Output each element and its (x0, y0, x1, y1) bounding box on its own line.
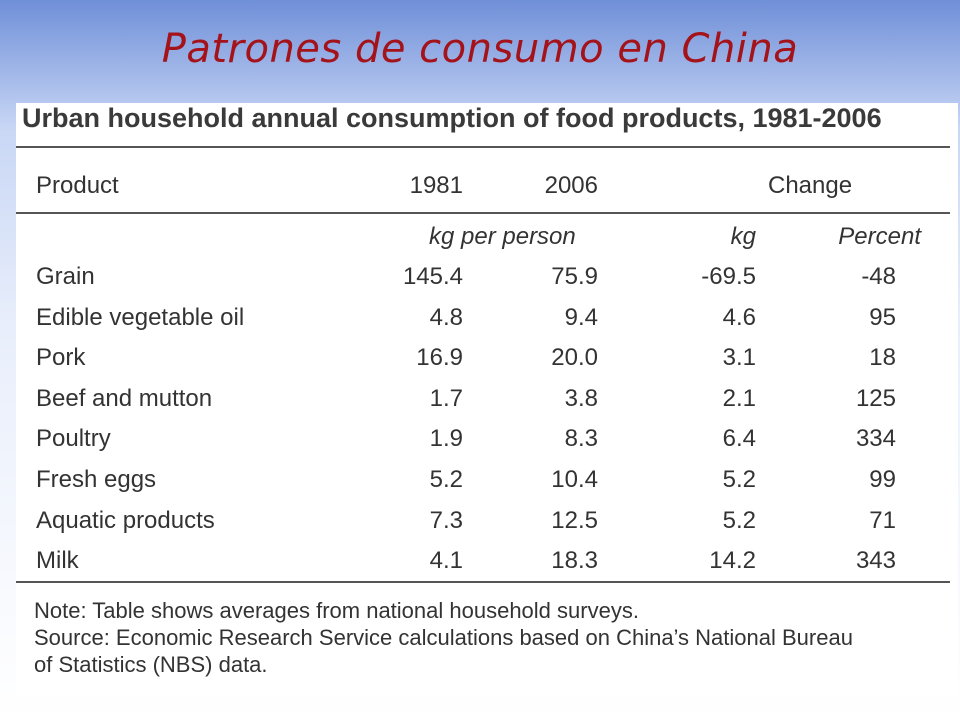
cell-2006: 10.4 (551, 466, 598, 493)
cell-product: Pork (36, 344, 86, 372)
cell-change-percent: 95 (869, 303, 896, 331)
cell-change-percent: 334 (855, 425, 896, 453)
table-card: Urban household annual consumption of fo… (16, 103, 958, 695)
cell-change-percent: -48 (861, 263, 896, 290)
header-change: Change (768, 172, 853, 199)
cell-2006: 9.4 (564, 303, 598, 331)
header-rule (16, 212, 950, 214)
cell-2006: 75.9 (551, 263, 598, 290)
cell-change-kg: 5.2 (722, 466, 756, 493)
cell-change-percent: 18 (869, 344, 896, 372)
cell-2006: 8.3 (564, 425, 598, 453)
cell-change-kg: 6.4 (722, 425, 756, 453)
cell-1981: 4.8 (429, 303, 463, 331)
table-notes: Note: Table shows averages from national… (34, 597, 934, 678)
cell-1981: 4.1 (429, 547, 463, 575)
source-line: Source: Economic Research Service calcul… (34, 625, 853, 650)
cell-product: Milk (36, 547, 79, 575)
subheader-percent: Percent (838, 223, 921, 250)
cell-change-kg: 2.1 (722, 384, 756, 412)
cell-change-percent: 99 (869, 466, 896, 493)
table-title: Urban household annual consumption of fo… (22, 103, 882, 133)
header-1981: 1981 (409, 172, 463, 199)
note-line: Note: Table shows averages from national… (34, 598, 639, 623)
cell-1981: 7.3 (429, 506, 463, 534)
cell-change-kg: -69.5 (701, 263, 756, 290)
cell-change-percent: 125 (855, 384, 896, 412)
cell-product: Poultry (36, 425, 111, 453)
bottom-rule (16, 581, 950, 583)
cell-product: Edible vegetable oil (36, 303, 245, 331)
cell-2006: 12.5 (551, 506, 598, 534)
cell-product: Aquatic products (36, 506, 215, 534)
cell-change-percent: 71 (869, 506, 896, 534)
cell-1981: 5.2 (429, 466, 463, 493)
cell-2006: 20.0 (551, 344, 598, 372)
cell-2006: 18.3 (551, 547, 598, 575)
header-2006: 2006 (544, 172, 598, 199)
source-line-continued: of Statistics (NBS) data. (34, 652, 268, 677)
cell-1981: 1.9 (429, 425, 463, 453)
cell-product: Fresh eggs (36, 466, 157, 493)
cell-change-kg: 5.2 (722, 506, 756, 534)
cell-change-kg: 3.1 (722, 344, 756, 372)
cell-1981: 145.4 (402, 263, 463, 290)
cell-product: Beef and mutton (36, 384, 213, 412)
slide-title: Patrones de consumo en China (161, 26, 799, 72)
cell-1981: 1.7 (429, 384, 463, 412)
cell-change-kg: 14.2 (709, 547, 756, 575)
cell-2006: 3.8 (564, 384, 598, 412)
top-rule (16, 146, 950, 148)
cell-change-percent: 343 (855, 547, 896, 575)
header-product: Product (36, 172, 119, 199)
cell-product: Grain (36, 263, 95, 290)
subheader-kg-per-person: kg per person (429, 223, 576, 250)
cell-1981: 16.9 (416, 344, 463, 372)
subheader-kg: kg (730, 223, 756, 250)
cell-change-kg: 4.6 (722, 303, 756, 331)
